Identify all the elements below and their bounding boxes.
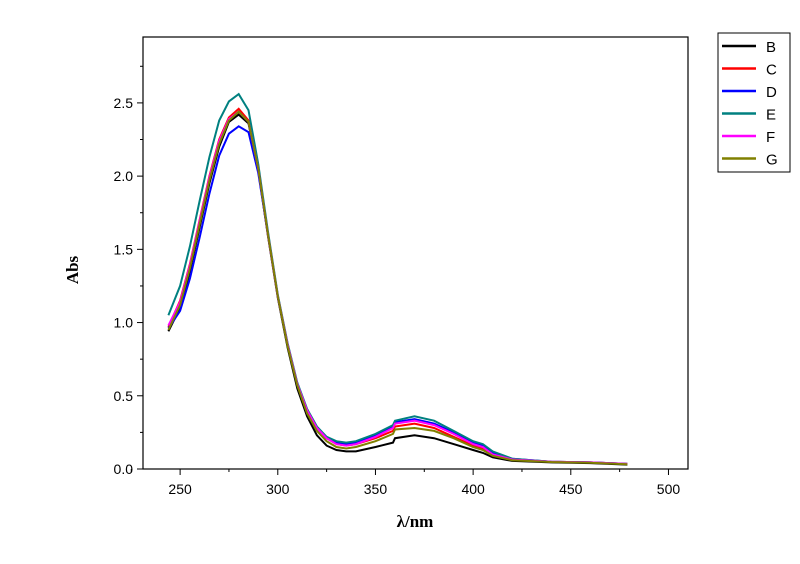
series-line-G [167,110,628,466]
x-tick-label: 350 [364,481,388,497]
series-layer [167,92,628,466]
legend-label-G: G [766,152,778,169]
series-line-F [167,110,628,465]
ticks-layer: 250 300 350 400 450 500 0.0 0.5 1.0 1.5 2.0 2.5 [114,65,681,497]
y-tick-label: 2.0 [114,168,134,184]
y-tick-label: 2.5 [114,95,134,111]
x-tick-label: 250 [168,481,192,497]
x-tick-label: 500 [657,481,681,497]
series-line-D [167,125,628,465]
x-tick-label: 400 [461,481,485,497]
legend-label-B: B [766,39,776,56]
y-axis-label: Abs [63,255,82,284]
series-line-B [167,113,628,466]
legend-label-E: E [766,107,776,124]
legend-label-F: F [766,129,775,146]
x-tick-label: 300 [266,481,290,497]
y-tick-label: 1.5 [114,241,134,257]
y-tick-label: 0.5 [114,388,134,404]
x-axis-label: λ/nm [397,512,434,531]
legend-label-D: D [766,84,777,101]
legend-box [717,32,791,173]
series-line-C [167,107,628,465]
series-line-E [167,92,628,465]
y-tick-label: 0.0 [114,461,134,477]
y-tick-label: 1.0 [114,315,134,331]
x-tick-label: 450 [559,481,583,497]
plot-frame [142,36,689,470]
legend-label-C: C [766,62,777,79]
